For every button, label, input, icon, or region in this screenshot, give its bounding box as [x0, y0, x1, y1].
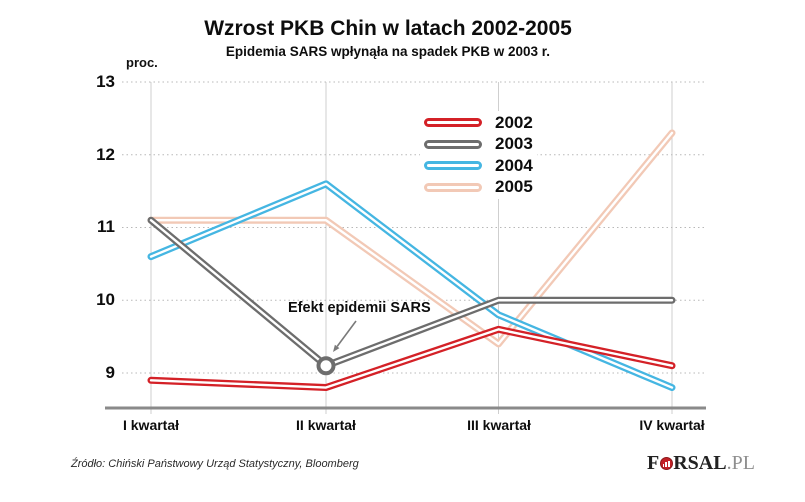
legend-label: 2004	[495, 155, 533, 175]
logo-text-domain: .PL	[726, 452, 755, 474]
x-tick-q3: III kwartał	[467, 417, 531, 433]
y-tick-11: 11	[97, 217, 115, 236]
logo-bar-chart-icon	[659, 457, 673, 470]
y-tick-13: 13	[96, 72, 115, 91]
legend-item-2005: 2005	[424, 177, 533, 199]
legend-label: 2002	[495, 112, 533, 132]
source-note: Źródło: Chiński Państwowy Urząd Statysty…	[71, 458, 359, 470]
x-tick-q1: I kwartał	[122, 417, 180, 433]
forsal-logo: F RSAL .PL	[647, 452, 755, 475]
legend-label: 2003	[495, 134, 533, 154]
y-axis-unit-label: proc.	[126, 55, 158, 70]
legend-marker-2002-icon	[424, 118, 482, 128]
legend-marker-2003-icon	[424, 139, 482, 149]
y-tick-9: 9	[105, 363, 115, 382]
chart-subtitle: Epidemia SARS wpłynąła na spadek PKB w 2…	[225, 44, 551, 59]
chart-title: Wzrost PKB Chin w latach 2002-2005	[204, 17, 572, 40]
legend-marker-2005-icon	[424, 182, 482, 192]
legend: 2002 2003 2004 2005	[420, 111, 537, 199]
legend-item-2004: 2004	[424, 155, 533, 177]
sars-annotation-label: Efekt epidemii SARS	[288, 300, 431, 316]
legend-item-2003: 2003	[424, 134, 533, 156]
x-tick-q4: IV kwartał	[639, 417, 705, 433]
legend-item-2002: 2002	[424, 112, 533, 134]
legend-marker-2004-icon	[424, 161, 482, 171]
y-tick-12: 12	[96, 145, 115, 164]
logo-text-f: F	[647, 452, 660, 474]
legend-label: 2005	[495, 177, 533, 197]
y-tick-10: 10	[96, 290, 115, 309]
x-tick-q2: II kwartał	[296, 417, 356, 433]
logo-text-rsal: RSAL	[673, 452, 727, 474]
